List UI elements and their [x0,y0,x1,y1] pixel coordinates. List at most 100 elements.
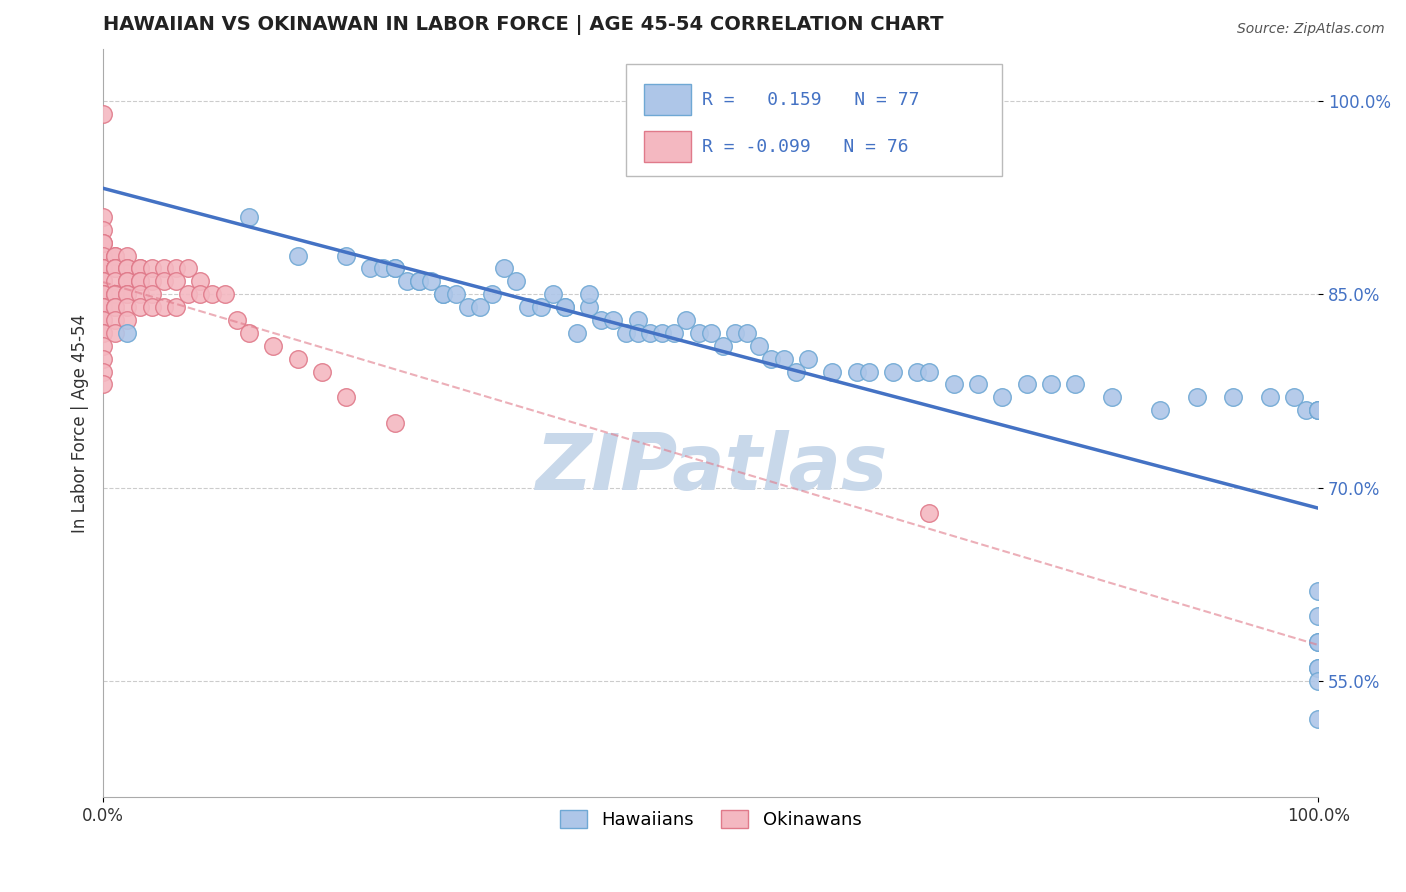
Point [91,249,114,263]
Point [117,326,139,340]
Point [91,287,114,301]
Y-axis label: In Labor Force | Age 45-54: In Labor Force | Age 45-54 [72,314,89,533]
Point [821,365,844,379]
Point [262,339,284,353]
Point [724,326,747,340]
Point [1064,377,1087,392]
Point [967,377,990,392]
Point [141,287,163,301]
Point [91,300,114,314]
Point [359,261,381,276]
Point [578,300,600,314]
Point [1149,403,1171,417]
Point [104,287,127,301]
Point [225,313,247,327]
Point [748,339,770,353]
Point [104,249,127,263]
Point [91,287,114,301]
Point [104,326,127,340]
Point [104,261,127,276]
Point [165,261,187,276]
Point [91,210,114,224]
Text: R =   0.159   N = 77: R = 0.159 N = 77 [702,90,920,109]
Point [675,313,697,327]
Point [1308,673,1330,688]
Point [91,261,114,276]
Point [117,274,139,288]
Point [735,326,758,340]
Point [91,287,114,301]
Point [214,287,236,301]
Point [91,351,114,366]
Point [772,351,794,366]
Point [384,416,406,430]
Point [104,287,127,301]
Point [602,313,624,327]
Point [517,300,540,314]
Point [494,261,516,276]
Point [91,274,114,288]
Point [117,287,139,301]
Point [529,300,551,314]
Point [505,274,527,288]
Point [942,377,965,392]
Point [165,300,187,314]
Point [188,274,211,288]
Point [117,287,139,301]
Point [845,365,868,379]
Point [117,300,139,314]
Point [1185,390,1208,404]
Point [905,365,928,379]
Point [141,300,163,314]
Point [91,235,114,250]
Point [188,287,211,301]
Point [918,365,941,379]
Point [104,261,127,276]
Point [664,326,686,340]
Point [153,300,176,314]
Legend: Hawaiians, Okinawans: Hawaiians, Okinawans [553,803,869,837]
Point [128,274,150,288]
Point [1308,635,1330,649]
Point [420,274,443,288]
Point [554,300,576,314]
Point [91,300,114,314]
Point [761,351,783,366]
Point [91,107,114,121]
Point [627,326,650,340]
Point [128,274,150,288]
Point [882,365,904,379]
Point [1295,403,1317,417]
Point [91,274,114,288]
Point [1258,390,1281,404]
Point [104,261,127,276]
Point [177,261,200,276]
Point [165,274,187,288]
Point [1308,713,1330,727]
Point [554,300,576,314]
Point [432,287,454,301]
Point [1039,377,1062,392]
Point [238,210,260,224]
Text: ZIPatlas: ZIPatlas [534,430,887,506]
Point [91,339,114,353]
Point [91,261,114,276]
Point [578,287,600,301]
Point [287,249,309,263]
Point [117,249,139,263]
Point [117,274,139,288]
Point [444,287,467,301]
Point [541,287,564,301]
Point [614,326,637,340]
Point [785,365,807,379]
Point [153,261,176,276]
Point [468,300,491,314]
Point [104,274,127,288]
Point [141,261,163,276]
Text: Source: ZipAtlas.com: Source: ZipAtlas.com [1237,22,1385,37]
FancyBboxPatch shape [644,84,692,115]
Point [371,261,394,276]
Point [395,274,418,288]
Point [153,274,176,288]
Point [128,261,150,276]
